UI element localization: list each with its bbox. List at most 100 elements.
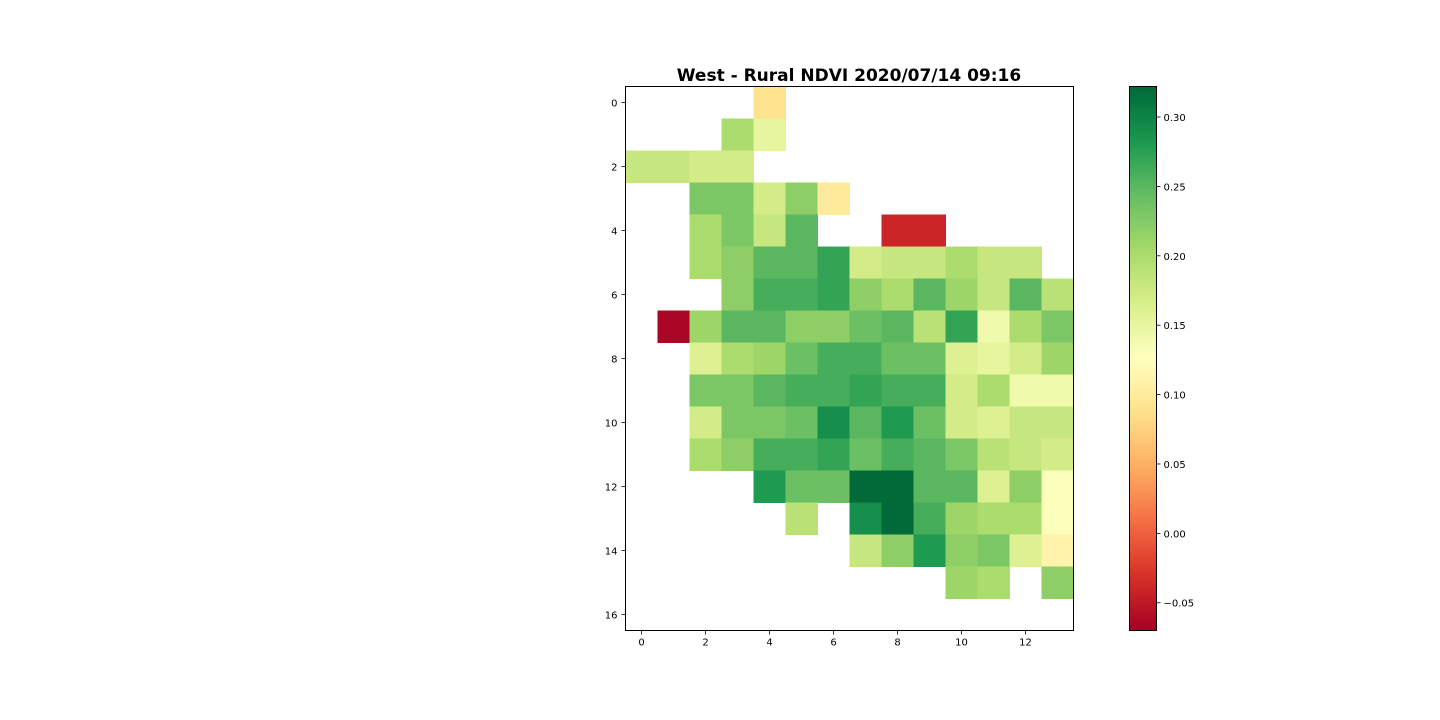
- heatmap-cell-r8-c9: [913, 342, 946, 375]
- heatmap-cell-r10-c7: [849, 406, 882, 439]
- heatmap-cell-r9-c5: [785, 374, 818, 407]
- heatmap-cell-r13-c12: [1009, 502, 1042, 535]
- heatmap-cell-r4-c9: [913, 214, 946, 247]
- heatmap-cell-r2-c0: [625, 150, 658, 183]
- heatmap-cell-r4-c2: [689, 214, 722, 247]
- heatmap-cell-r14-c11: [977, 534, 1010, 567]
- heatmap-cell-r11-c5: [785, 438, 818, 471]
- x-tick-label: 2: [702, 638, 708, 649]
- heatmap-cell-r11-c9: [913, 438, 946, 471]
- heatmap-cell-r14-c13: [1041, 534, 1074, 567]
- heatmap-cell-r13-c8: [881, 502, 914, 535]
- colorbar-tick-label: 0.15: [1164, 321, 1186, 332]
- heatmap-cell-r8-c5: [785, 342, 818, 375]
- heatmap-cell-r12-c11: [977, 470, 1010, 503]
- heatmap-cell-r5-c7: [849, 246, 882, 279]
- y-tick-label: 12: [605, 483, 618, 494]
- y-tick-label: 16: [605, 611, 618, 622]
- heatmap-cell-r10-c11: [977, 406, 1010, 439]
- heatmap-cell-r12-c5: [785, 470, 818, 503]
- heatmap-cell-r8-c6: [817, 342, 850, 375]
- heatmap-cell-r7-c9: [913, 310, 946, 343]
- y-axis: 0 2 4 6 8 10 12 14 16: [605, 99, 626, 622]
- heatmap-cell-r9-c8: [881, 374, 914, 407]
- heatmap-cell-r4-c4: [753, 214, 786, 247]
- heatmap-cell-r9-c11: [977, 374, 1010, 407]
- x-tick-label: 10: [955, 638, 968, 649]
- heatmap-cell-r8-c10: [945, 342, 978, 375]
- heatmap-cell-r11-c13: [1041, 438, 1074, 471]
- heatmap-cell-r14-c9: [913, 534, 946, 567]
- y-tick-label: 8: [611, 355, 617, 366]
- x-tick-label: 12: [1019, 638, 1032, 649]
- heatmap-cell-r5-c12: [1009, 246, 1042, 279]
- heatmap-cell-r0-c4: [753, 86, 786, 119]
- heatmap-cell-r9-c9: [913, 374, 946, 407]
- heatmap-cell-r9-c12: [1009, 374, 1042, 407]
- colorbar-tick-label: 0.00: [1164, 529, 1186, 540]
- heatmap-cell-r5-c5: [785, 246, 818, 279]
- heatmap-cell-r10-c12: [1009, 406, 1042, 439]
- heatmap-cell-r12-c13: [1041, 470, 1074, 503]
- heatmap-cell-r3-c4: [753, 182, 786, 215]
- heatmap-cell-r7-c8: [881, 310, 914, 343]
- heatmap-cell-r12-c9: [913, 470, 946, 503]
- heatmap-cell-r5-c8: [881, 246, 914, 279]
- heatmap-cell-r9-c13: [1041, 374, 1074, 407]
- heatmap-cell-r6-c8: [881, 278, 914, 311]
- heatmap-cell-r10-c5: [785, 406, 818, 439]
- heatmap-cell-r8-c7: [849, 342, 882, 375]
- heatmap-cell-r14-c12: [1009, 534, 1042, 567]
- heatmap-cell-r9-c7: [849, 374, 882, 407]
- heatmap-cell-r7-c10: [945, 310, 978, 343]
- colorbar-tick-label: 0.05: [1164, 460, 1186, 471]
- heatmap-cell-r3-c6: [817, 182, 850, 215]
- heatmap-cell-r6-c13: [1041, 278, 1074, 311]
- heatmap-cell-r8-c4: [753, 342, 786, 375]
- heatmap-cell-r11-c11: [977, 438, 1010, 471]
- heatmap-cell-r2-c2: [689, 150, 722, 183]
- heatmap-cell-r12-c7: [849, 470, 882, 503]
- heatmap-cell-r7-c1: [657, 310, 690, 343]
- y-tick-label: 0: [611, 99, 617, 110]
- heatmap-cells: [625, 86, 1074, 599]
- x-axis: 0 2 4 6 8 10 12: [638, 630, 1032, 649]
- heatmap-cell-r12-c8: [881, 470, 914, 503]
- heatmap-cell-r10-c13: [1041, 406, 1074, 439]
- heatmap-cell-r6-c7: [849, 278, 882, 311]
- heatmap-cell-r5-c2: [689, 246, 722, 279]
- heatmap-cell-r12-c10: [945, 470, 978, 503]
- heatmap-cell-r12-c4: [753, 470, 786, 503]
- heatmap-cell-r5-c10: [945, 246, 978, 279]
- y-tick-label: 10: [605, 419, 618, 430]
- heatmap-cell-r13-c10: [945, 502, 978, 535]
- heatmap-cell-r7-c12: [1009, 310, 1042, 343]
- heatmap-cell-r10-c8: [881, 406, 914, 439]
- heatmap-cell-r3-c3: [721, 182, 754, 215]
- heatmap-cell-r11-c3: [721, 438, 754, 471]
- heatmap-cell-r4-c3: [721, 214, 754, 247]
- heatmap-cell-r10-c2: [689, 406, 722, 439]
- x-tick-label: 4: [766, 638, 772, 649]
- colorbar-tick-label: 0.20: [1164, 252, 1186, 263]
- heatmap-cell-r10-c3: [721, 406, 754, 439]
- heatmap-cell-r8-c3: [721, 342, 754, 375]
- heatmap-cell-r6-c5: [785, 278, 818, 311]
- heatmap-cell-r10-c4: [753, 406, 786, 439]
- heatmap-cell-r7-c7: [849, 310, 882, 343]
- heatmap-cell-r7-c6: [817, 310, 850, 343]
- heatmap-cell-r10-c10: [945, 406, 978, 439]
- heatmap-cell-r1-c3: [721, 118, 754, 151]
- heatmap-cell-r14-c7: [849, 534, 882, 567]
- heatmap-cell-r9-c3: [721, 374, 754, 407]
- chart-title: West - Rural NDVI 2020/07/14 09:16: [677, 66, 1021, 86]
- heatmap-cell-r7-c11: [977, 310, 1010, 343]
- heatmap-cell-r9-c6: [817, 374, 850, 407]
- colorbar-axis: −0.05 0.00 0.05 0.10 0.15 0.20 0.25 0.30: [1156, 113, 1195, 610]
- heatmap-cell-r4-c8: [881, 214, 914, 247]
- colorbar-tick-label: 0.10: [1164, 391, 1186, 402]
- heatmap-cell-r5-c6: [817, 246, 850, 279]
- heatmap-cell-r11-c12: [1009, 438, 1042, 471]
- colorbar-tick-label: −0.05: [1164, 599, 1195, 610]
